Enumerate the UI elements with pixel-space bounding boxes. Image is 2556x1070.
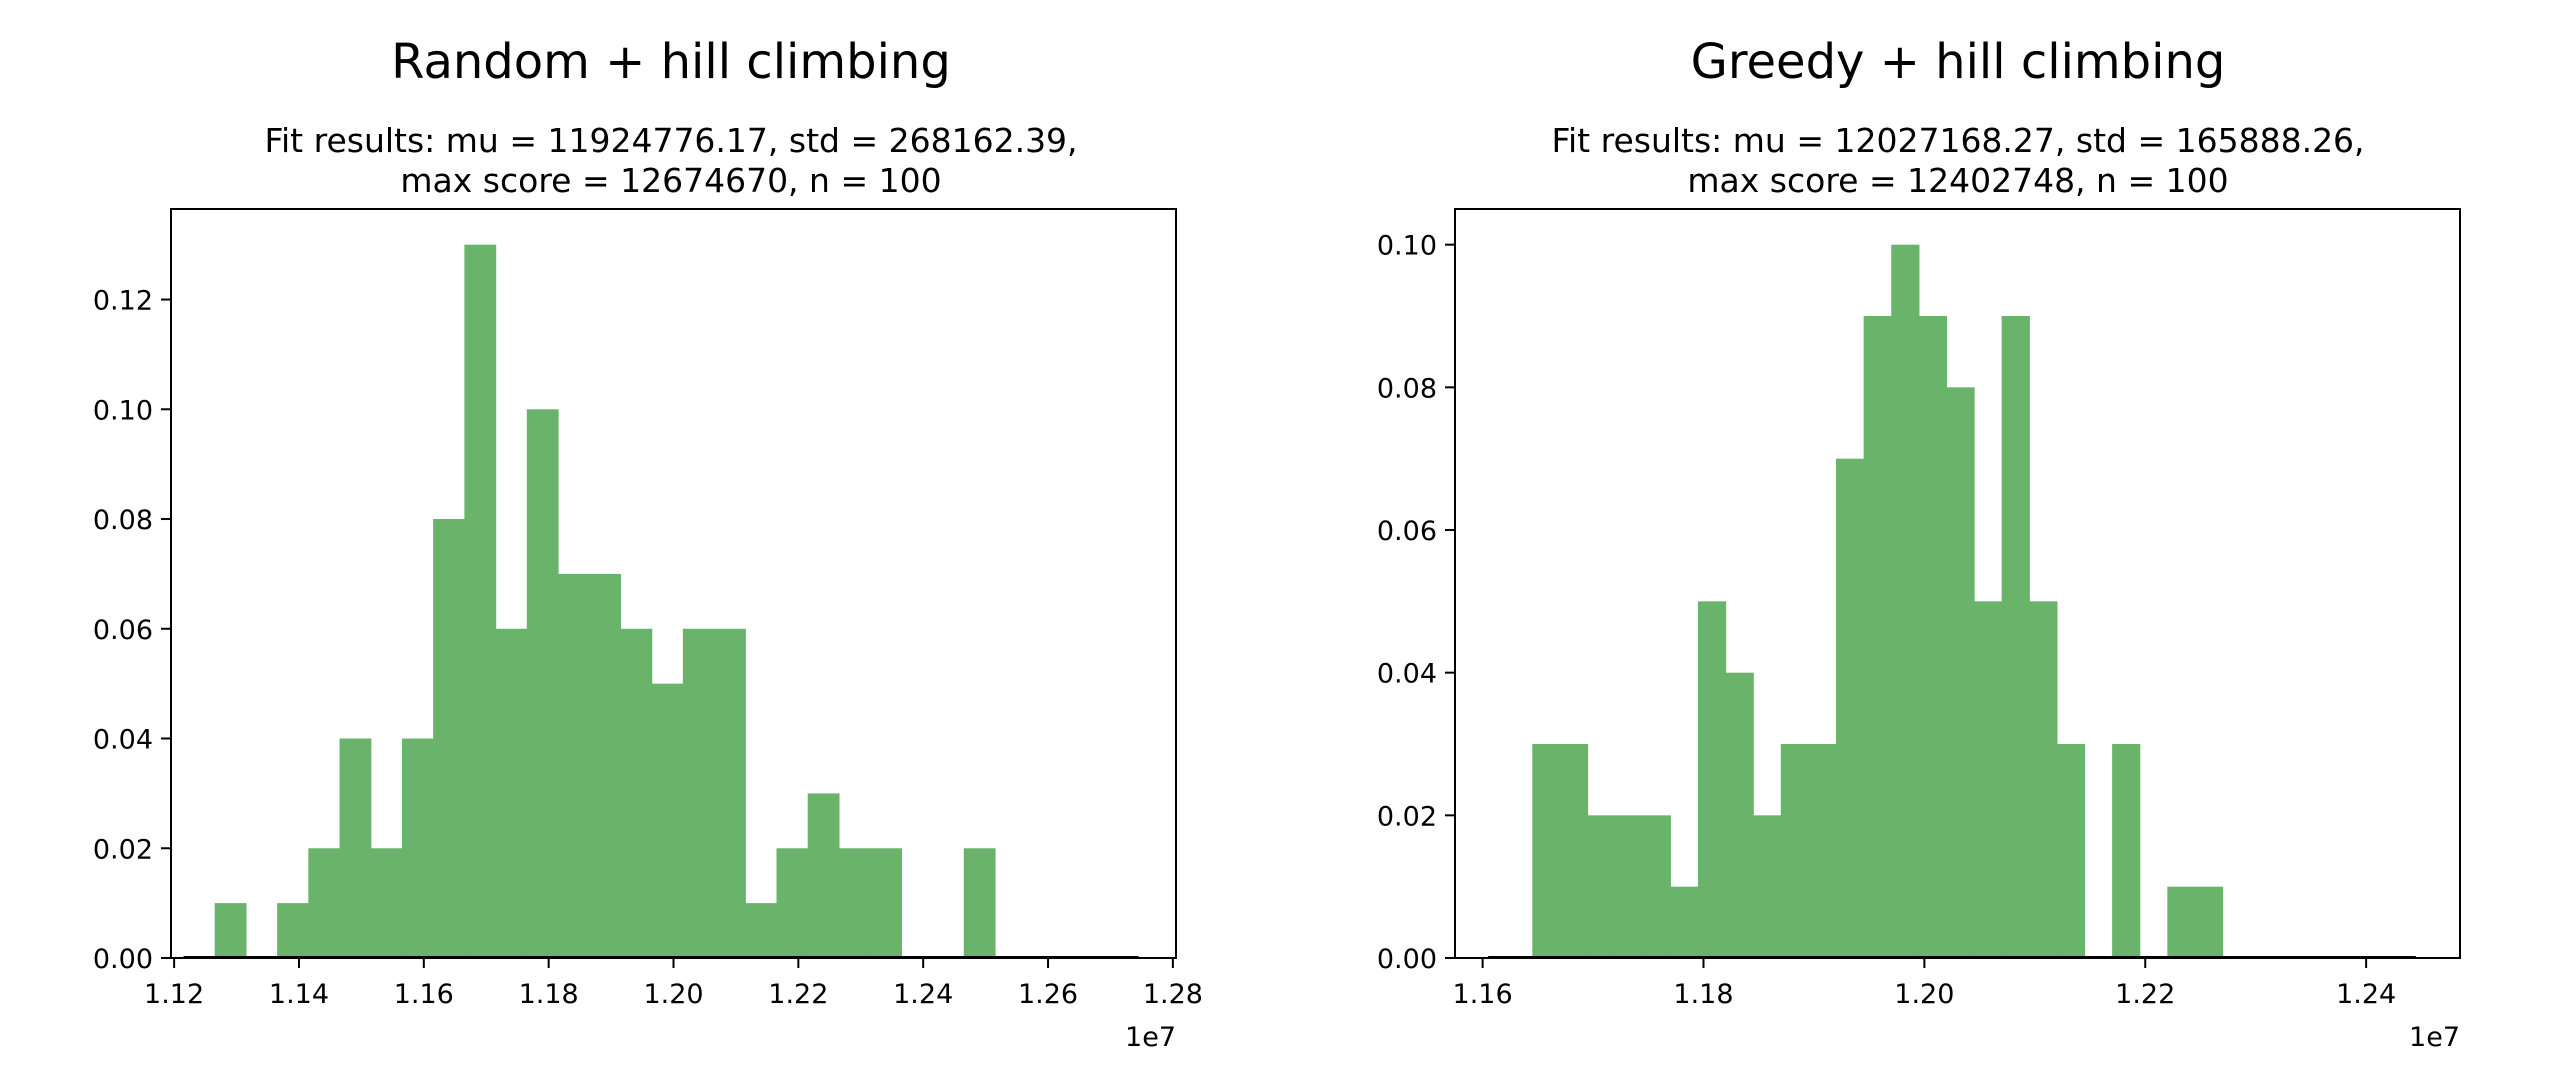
x-tick-label: 1.22: [768, 979, 828, 1010]
histogram-bar: [963, 848, 996, 958]
chart-random-hill-climbing: Random + hill climbing Fit results: mu =…: [93, 34, 1203, 1053]
x-tick-label: 1.16: [394, 979, 454, 1010]
chart-title: Greedy + hill climbing: [1691, 34, 2226, 90]
histogram-bar: [651, 683, 684, 958]
histogram-bar: [2194, 886, 2224, 958]
x-tick-label: 1.20: [1894, 979, 1954, 1010]
histogram-bar: [1725, 672, 1754, 958]
histogram-bar: [1670, 886, 1699, 958]
fit-results-line-2: max score = 12674670, n = 100: [400, 161, 941, 200]
histogram-bar: [1753, 815, 1782, 958]
histogram-bar: [2029, 601, 2058, 958]
histogram-bar: [526, 409, 559, 958]
chart-greedy-hill-climbing: Greedy + hill climbing Fit results: mu =…: [1377, 34, 2461, 1053]
y-tick-label: 0.00: [93, 944, 153, 975]
histogram-bar: [589, 573, 622, 958]
histogram-bar: [214, 903, 247, 958]
histogram-bar: [1642, 815, 1671, 958]
fit-results-line-2: max score = 12402748, n = 100: [1687, 161, 2228, 200]
x-tick-label: 1.28: [1143, 979, 1203, 1010]
x-axis-ticks: 1.12 1.14 1.16 1.18 1.20 1.22 1.24 1.26 1.28: [144, 958, 1203, 1010]
histogram-bar: [1532, 744, 1561, 958]
y-tick-label: 0.02: [1377, 801, 1437, 832]
y-tick-label: 0.00: [1377, 944, 1437, 975]
histogram-bar: [1587, 815, 1616, 958]
histogram-bar: [870, 848, 902, 958]
x-tick-label: 1.16: [1453, 979, 1513, 1010]
x-axis-ticks: 1.16 1.18 1.20 1.22 1.24: [1453, 958, 2396, 1010]
histogram-bar: [1615, 815, 1644, 958]
histogram-bar: [714, 628, 746, 958]
histogram-bar: [433, 519, 465, 958]
histogram-bar: [807, 793, 840, 958]
x-tick-label: 1.12: [144, 979, 204, 1010]
y-tick-label: 0.12: [93, 286, 153, 317]
plot-frame: [170, 208, 1177, 959]
y-tick-label: 0.10: [1377, 231, 1437, 262]
x-tick-label: 1.24: [2336, 979, 2396, 1010]
histogram-bar: [1974, 601, 2003, 958]
chart-title: Random + hill climbing: [391, 34, 951, 90]
histogram-bar: [308, 848, 341, 958]
x-tick-label: 1.24: [893, 979, 953, 1010]
x-tick-label: 1.18: [519, 979, 579, 1010]
x-axis-offset-label: 1e7: [2409, 1022, 2460, 1053]
histogram-bar: [776, 848, 809, 958]
histogram-bar: [495, 628, 528, 958]
y-tick-label: 0.08: [93, 505, 153, 536]
x-tick-label: 1.22: [2115, 979, 2175, 1010]
y-axis-ticks: 0.00 0.02 0.04 0.06 0.08 0.10 0.12: [93, 286, 171, 975]
y-tick-label: 0.10: [93, 395, 153, 426]
histogram-bar: [1891, 244, 1920, 958]
x-tick-label: 1.20: [643, 979, 703, 1010]
histogram-bar: [620, 628, 653, 958]
histogram-bar: [2112, 744, 2141, 958]
x-axis-offset-label: 1e7: [1125, 1022, 1176, 1053]
histogram-bar: [558, 573, 590, 958]
histogram-bar: [1918, 316, 1948, 958]
y-tick-label: 0.06: [93, 615, 153, 646]
histogram-bar: [1780, 744, 1810, 958]
histogram-bars: [214, 244, 996, 958]
histogram-bar: [1697, 601, 1727, 958]
x-tick-label: 1.26: [1018, 979, 1078, 1010]
x-tick-label: 1.18: [1673, 979, 1733, 1010]
fit-results-line-1: Fit results: mu = 11924776.17, std = 268…: [264, 121, 1077, 160]
histogram-bar: [339, 738, 372, 958]
fit-results-line-1: Fit results: mu = 12027168.27, std = 165…: [1551, 121, 2364, 160]
histogram-bar: [1808, 744, 1837, 958]
histogram-bar: [464, 244, 497, 958]
histogram-bar: [277, 903, 309, 958]
histogram-bars: [1532, 244, 2224, 958]
histogram-bar: [745, 903, 778, 958]
histogram-bar: [2167, 886, 2196, 958]
y-tick-label: 0.02: [93, 834, 153, 865]
histogram-bar: [1863, 316, 1892, 958]
y-tick-label: 0.04: [1377, 659, 1437, 690]
y-axis-ticks: 0.00 0.02 0.04 0.06 0.08 0.10: [1377, 231, 1455, 975]
histogram-bar: [370, 848, 403, 958]
histogram-bar: [1946, 387, 1975, 958]
y-tick-label: 0.08: [1377, 373, 1437, 404]
plot-frame: [1454, 208, 2461, 959]
histogram-bar: [2001, 316, 2030, 958]
y-tick-label: 0.06: [1377, 516, 1437, 547]
x-tick-label: 1.14: [269, 979, 329, 1010]
histogram-bar: [2056, 744, 2086, 958]
histogram-bar: [838, 848, 871, 958]
histogram-bar: [1836, 458, 1865, 958]
histogram-bar: [1559, 744, 1589, 958]
y-tick-label: 0.04: [93, 725, 153, 756]
histogram-bar: [682, 628, 715, 958]
histogram-bar: [401, 738, 434, 958]
